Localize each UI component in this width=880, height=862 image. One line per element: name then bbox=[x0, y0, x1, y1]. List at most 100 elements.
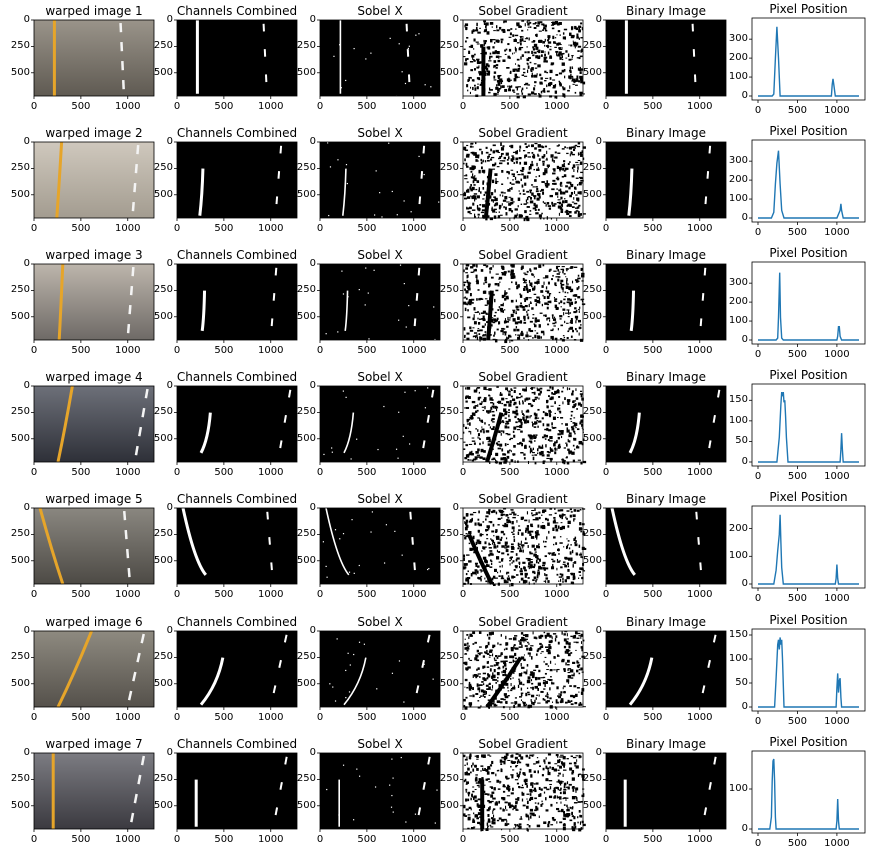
gradient-speckle bbox=[531, 72, 533, 77]
gradient-speckle bbox=[480, 211, 485, 214]
gradient-speckle bbox=[463, 281, 467, 284]
gradient-speckle bbox=[472, 762, 474, 766]
sobel-noise bbox=[327, 142, 329, 144]
dash-pixels bbox=[418, 196, 422, 205]
y-tick-label: 300 bbox=[728, 155, 748, 167]
warped-road-image bbox=[33, 19, 155, 97]
gradient-speckle bbox=[551, 640, 553, 643]
gradient-speckle bbox=[504, 547, 508, 549]
gradient-speckle bbox=[470, 271, 474, 273]
gradient-speckle bbox=[523, 337, 525, 339]
gradient-speckle bbox=[476, 570, 479, 574]
gradient-speckle bbox=[573, 816, 576, 820]
gradient-speckle bbox=[478, 577, 481, 580]
gradient-speckle bbox=[505, 514, 509, 517]
gradient-speckle bbox=[468, 300, 472, 304]
gradient-speckle bbox=[467, 791, 471, 795]
gradient-speckle bbox=[501, 796, 505, 800]
x-tick-label: 0 bbox=[316, 712, 324, 723]
gradient-speckle bbox=[477, 61, 479, 64]
gradient-speckle bbox=[579, 75, 583, 79]
gradient-speckle bbox=[536, 757, 539, 759]
gradient-speckle bbox=[580, 691, 584, 695]
gradient-speckle bbox=[569, 32, 572, 36]
gradient-speckle bbox=[463, 563, 467, 566]
gradient-speckle bbox=[498, 666, 501, 670]
y-tick-label: 250 bbox=[296, 528, 316, 540]
gradient-speckle bbox=[533, 51, 535, 54]
gradient-speckle bbox=[542, 526, 546, 530]
x-tick-label: 0 bbox=[459, 834, 467, 845]
gradient-speckle bbox=[582, 532, 586, 536]
gradient-speckle bbox=[538, 175, 541, 178]
gradient-speckle bbox=[510, 158, 513, 162]
gradient-speckle bbox=[484, 405, 486, 410]
gradient-speckle bbox=[496, 549, 498, 553]
gradient-speckle bbox=[566, 781, 569, 785]
gradient-speckle bbox=[563, 811, 565, 814]
x-tick-label: 1000 bbox=[824, 105, 850, 116]
gradient-speckle bbox=[476, 755, 479, 758]
gradient-speckle bbox=[497, 151, 501, 153]
y-tick-label: 150 bbox=[728, 394, 748, 406]
panel-background bbox=[606, 142, 726, 218]
gradient-speckle bbox=[487, 564, 490, 568]
y-tick-label: 150 bbox=[728, 629, 748, 640]
gradient-speckle bbox=[554, 20, 559, 25]
gradient-speckle bbox=[523, 288, 526, 291]
gradient-speckle bbox=[527, 22, 530, 26]
gradient-speckle bbox=[480, 770, 482, 772]
gradient-speckle bbox=[494, 659, 497, 662]
y-tick-label: 500 bbox=[582, 554, 602, 566]
gradient-speckle bbox=[492, 318, 497, 320]
dash-pixels bbox=[697, 537, 700, 545]
gradient-speckle bbox=[507, 319, 511, 321]
sobel-noise bbox=[404, 391, 406, 393]
gradient-speckle bbox=[511, 655, 515, 659]
gradient-speckle bbox=[512, 560, 515, 563]
panel-frame bbox=[605, 752, 727, 830]
sobel-noise bbox=[404, 82, 407, 85]
gradient-speckle bbox=[532, 48, 536, 51]
gradient-speckle bbox=[553, 789, 556, 794]
gradient-speckle bbox=[473, 826, 476, 828]
gradient-speckle bbox=[567, 540, 570, 542]
gradient-speckle bbox=[522, 95, 526, 99]
gradient-speckle bbox=[533, 398, 537, 401]
gradient-speckle bbox=[513, 806, 516, 809]
gradient-speckle bbox=[481, 420, 483, 423]
gradient-speckle bbox=[568, 313, 570, 315]
gradient-speckle bbox=[552, 560, 556, 563]
gradient-speckle bbox=[557, 152, 561, 154]
gradient-speckle bbox=[533, 391, 536, 395]
gradient-speckle bbox=[574, 207, 577, 209]
gradient-speckle bbox=[555, 528, 559, 532]
gradient-speckle bbox=[551, 392, 553, 395]
x-tick-label: 500 bbox=[500, 834, 520, 845]
panel-frame bbox=[33, 263, 155, 341]
gradient-speckle bbox=[529, 436, 533, 440]
gradient-speckle bbox=[499, 78, 503, 82]
gradient-speckle bbox=[503, 508, 507, 510]
gradient-speckle bbox=[477, 83, 479, 85]
gradient-speckle bbox=[504, 413, 507, 415]
gradient-speckle bbox=[543, 545, 547, 548]
gradient-speckle bbox=[503, 206, 505, 209]
gradient-speckle bbox=[558, 212, 560, 216]
gradient-speckle bbox=[508, 334, 511, 337]
gradient-speckle bbox=[466, 84, 469, 88]
gradient-speckle bbox=[582, 570, 586, 572]
gradient-speckle bbox=[480, 158, 483, 162]
gradient-speckle bbox=[573, 822, 576, 826]
binary-panel bbox=[176, 141, 298, 219]
gradient-speckle bbox=[565, 797, 569, 799]
gradient-speckle bbox=[546, 180, 549, 184]
column-title: Sobel X bbox=[357, 615, 403, 629]
sobel-noise bbox=[398, 411, 400, 413]
y-tick-label: 0 bbox=[741, 578, 748, 589]
gradient-speckle bbox=[521, 666, 525, 669]
gradient-speckle bbox=[525, 296, 529, 301]
gradient-speckle bbox=[497, 283, 500, 287]
gradient-speckle bbox=[507, 690, 510, 692]
gradient-speckle bbox=[565, 276, 567, 278]
